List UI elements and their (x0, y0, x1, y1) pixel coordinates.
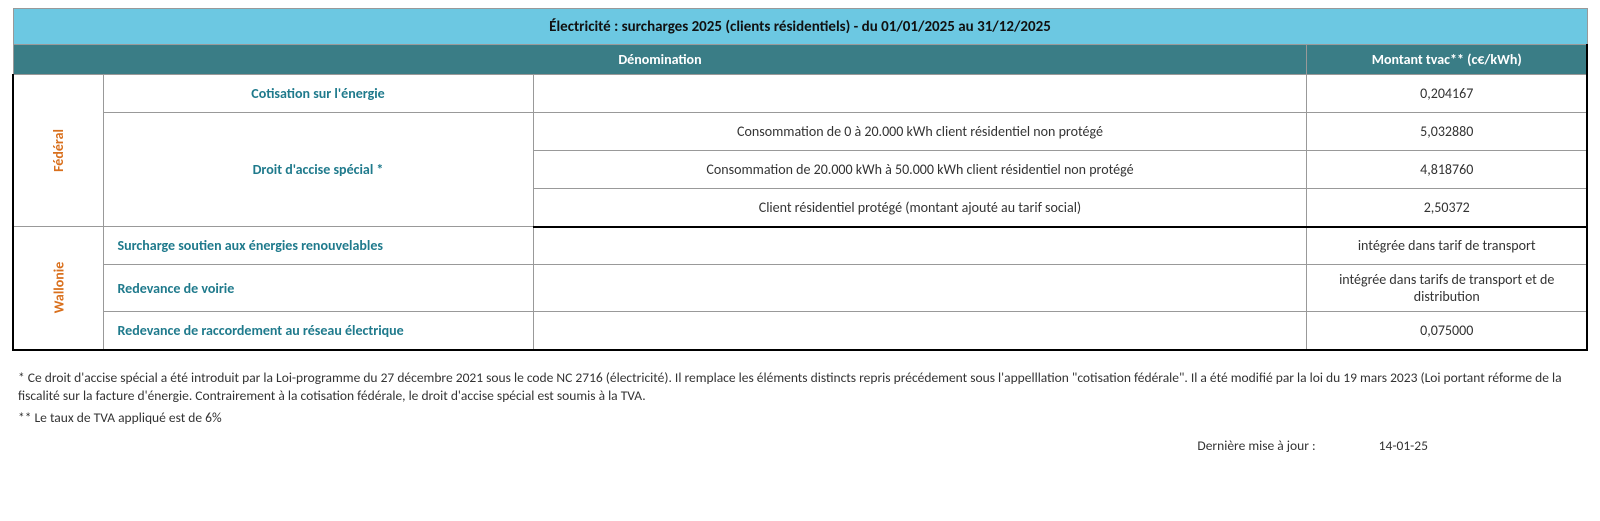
desc-cotisation (533, 75, 1307, 113)
row-cotisation: Fédéral Cotisation sur l'énergie 0,20416… (13, 75, 1587, 113)
update-row: Dernière mise à jour : 14-01-25 (12, 437, 1588, 454)
val-accise3: 2,50372 (1307, 189, 1587, 227)
label-surcharge-renouv: Surcharge soutien aux énergies renouvela… (103, 227, 533, 265)
label-voirie: Redevance de voirie (103, 265, 533, 312)
val-accise1: 5,032880 (1307, 113, 1587, 151)
header-amount: Montant tvac** (c€/kWh) (1307, 45, 1587, 75)
desc-accise1: Consommation de 0 à 20.000 kWh client ré… (533, 113, 1307, 151)
table-title: Électricité : surcharges 2025 (clients r… (13, 9, 1587, 45)
row-voirie: Redevance de voirie intégrée dans tarifs… (13, 265, 1587, 312)
update-date: 14-01-25 (1379, 437, 1428, 454)
label-raccord: Redevance de raccordement au réseau élec… (103, 312, 533, 350)
val-raccord: 0,075000 (1307, 312, 1587, 350)
val-surcharge-renouv: intégrée dans tarif de transport (1307, 227, 1587, 265)
update-label: Dernière mise à jour : (1197, 437, 1315, 454)
region-federal: Fédéral (13, 75, 103, 227)
desc-raccord (533, 312, 1307, 350)
val-cotisation: 0,204167 (1307, 75, 1587, 113)
surcharges-table: Électricité : surcharges 2025 (clients r… (12, 8, 1588, 351)
region-wallonie: Wallonie (13, 227, 103, 350)
header-denomination: Dénomination (13, 45, 1307, 75)
footnote-1: * Ce droit d'accise spécial a été introd… (18, 369, 1582, 405)
row-raccord: Redevance de raccordement au réseau élec… (13, 312, 1587, 350)
desc-accise2: Consommation de 20.000 kWh à 50.000 kWh … (533, 151, 1307, 189)
title-row: Électricité : surcharges 2025 (clients r… (13, 9, 1587, 45)
footnote-2: ** Le taux de TVA appliqué est de 6% (18, 409, 1582, 427)
desc-voirie (533, 265, 1307, 312)
desc-accise3: Client résidentiel protégé (montant ajou… (533, 189, 1307, 227)
desc-surcharge-renouv (533, 227, 1307, 265)
row-surcharge-renouv: Wallonie Surcharge soutien aux énergies … (13, 227, 1587, 265)
val-voirie: intégrée dans tarifs de transport et de … (1307, 265, 1587, 312)
header-row: Dénomination Montant tvac** (c€/kWh) (13, 45, 1587, 75)
label-accise: Droit d'accise spécial * (103, 113, 533, 227)
row-accise1: Droit d'accise spécial * Consommation de… (13, 113, 1587, 151)
label-cotisation: Cotisation sur l'énergie (103, 75, 533, 113)
val-accise2: 4,818760 (1307, 151, 1587, 189)
footnotes: * Ce droit d'accise spécial a été introd… (12, 369, 1588, 428)
